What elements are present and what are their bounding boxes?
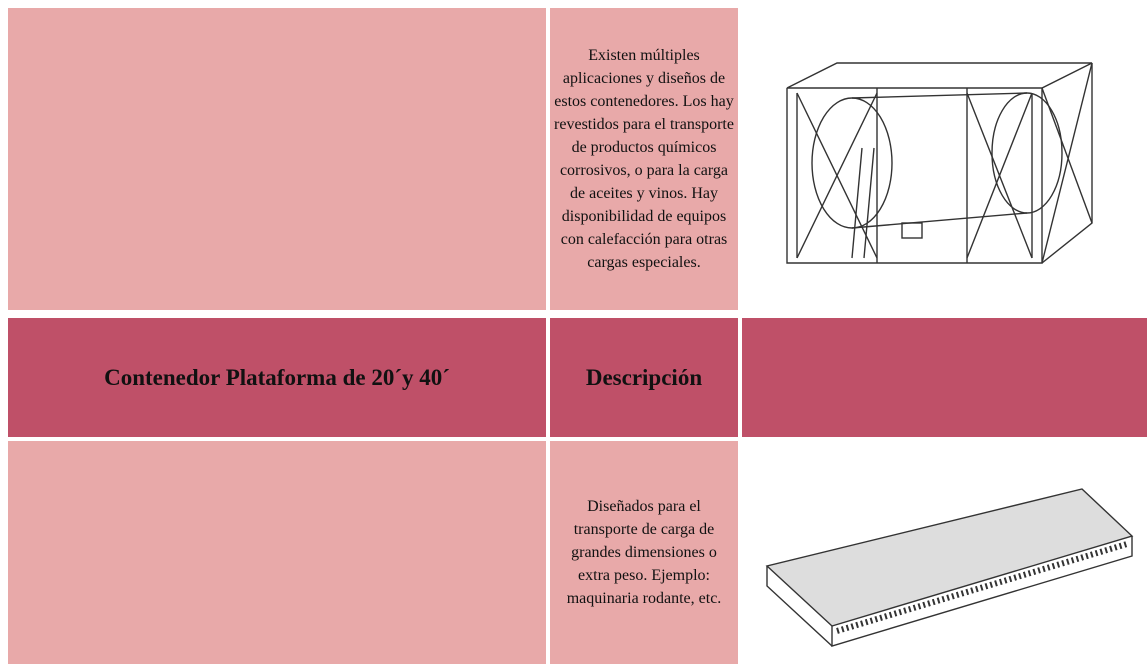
header-cell (742, 318, 1147, 437)
empty-cell (8, 8, 546, 310)
column-header: Descripción (550, 318, 738, 437)
description: Existen múltiples aplicaciones y diseños… (550, 8, 738, 310)
column-header: Contenedor Plataforma de 20´y 40´ (8, 318, 546, 437)
tank-container-drawing (786, 62, 1093, 264)
image-cell (742, 441, 1147, 664)
empty-cell (8, 441, 546, 664)
flatrack-drawing (765, 488, 1134, 647)
image-cell (742, 8, 1147, 310)
description: Diseñados para el transporte de carga de… (550, 441, 738, 664)
